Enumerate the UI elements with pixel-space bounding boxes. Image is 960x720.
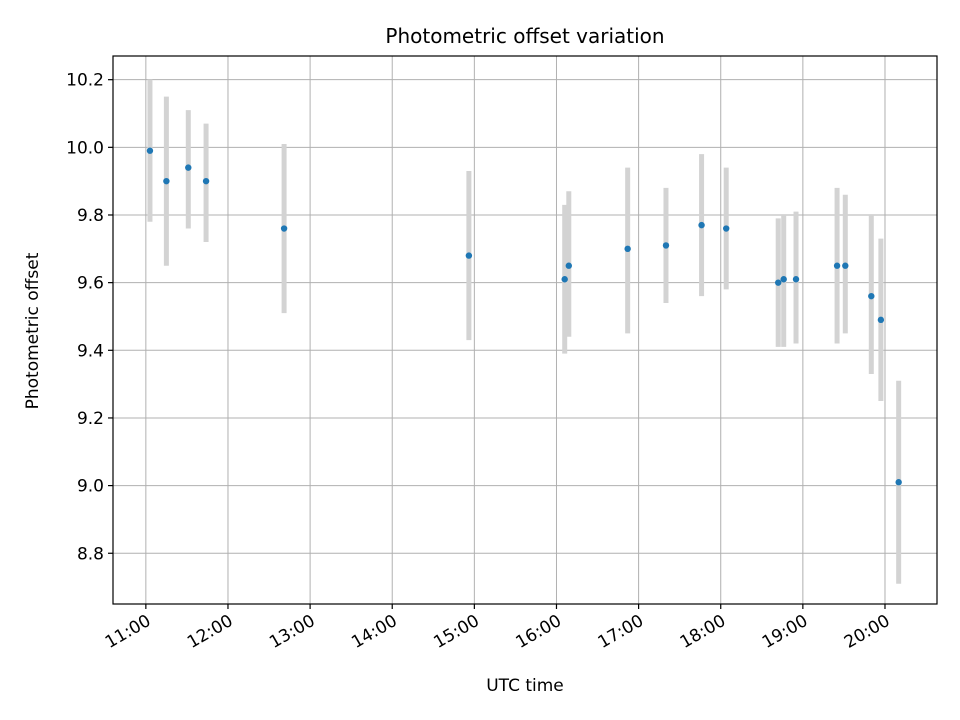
y-tick-label: 9.4 bbox=[77, 341, 104, 361]
y-tick-label: 9.6 bbox=[77, 274, 104, 294]
y-tick-label: 9.2 bbox=[77, 409, 104, 429]
y-tick-label: 8.8 bbox=[77, 544, 104, 564]
data-point bbox=[185, 164, 192, 171]
data-point bbox=[868, 292, 875, 300]
y-tick-label: 9.8 bbox=[77, 206, 104, 226]
data-point bbox=[561, 276, 568, 283]
data-point bbox=[465, 252, 473, 259]
data-point bbox=[146, 147, 154, 154]
y-tick-label: 10.2 bbox=[66, 71, 104, 91]
data-point bbox=[163, 177, 170, 185]
data-point bbox=[780, 276, 787, 283]
data-point bbox=[202, 177, 210, 185]
data-point bbox=[792, 276, 800, 283]
data-point bbox=[895, 479, 902, 486]
data-point bbox=[775, 279, 782, 286]
y-axis-title: Photometric offset bbox=[23, 252, 43, 409]
y-axis: 8.8 9.0 9.2 9.4 9.6 9.8 10.0 10.2 bbox=[66, 71, 113, 564]
plot-frame bbox=[112, 55, 938, 605]
data-points bbox=[146, 147, 902, 486]
data-point bbox=[280, 225, 288, 232]
data-point bbox=[723, 225, 730, 232]
data-point bbox=[842, 262, 849, 269]
chart-title: Photometric offset variation bbox=[385, 24, 664, 48]
grid bbox=[113, 56, 937, 604]
y-tick-label: 9.0 bbox=[77, 477, 104, 497]
data-point bbox=[877, 316, 885, 324]
y-tick-label: 10.0 bbox=[66, 138, 104, 158]
data-point bbox=[565, 262, 573, 269]
data-point bbox=[698, 221, 705, 229]
x-axis-title: UTC time bbox=[486, 676, 564, 696]
data-point bbox=[833, 262, 841, 269]
data-point bbox=[624, 245, 631, 253]
data-point bbox=[662, 242, 670, 249]
